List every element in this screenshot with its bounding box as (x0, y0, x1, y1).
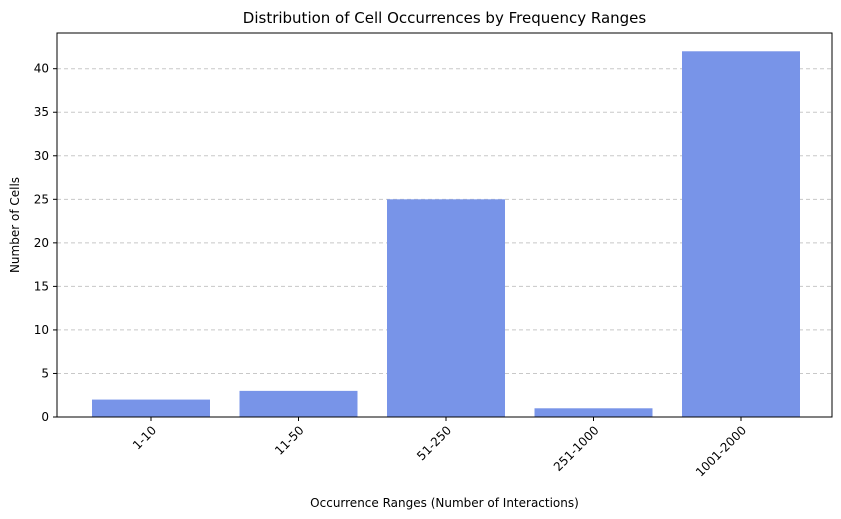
y-tick-label: 35 (34, 105, 49, 119)
y-tick-label: 20 (34, 236, 49, 250)
y-tick-label: 0 (41, 410, 49, 424)
y-tick-label: 5 (41, 366, 49, 380)
y-tick-label: 40 (34, 62, 49, 76)
y-axis: 0 5 10 15 20 25 30 35 40 (34, 62, 57, 424)
y-tick-label: 10 (34, 323, 49, 337)
x-tick-label: 251-1000 (551, 423, 602, 474)
bar-51-250 (387, 199, 505, 417)
y-tick-label: 30 (34, 149, 49, 163)
chart-title: Distribution of Cell Occurrences by Freq… (243, 9, 647, 27)
y-tick-label: 25 (34, 192, 49, 206)
x-tick-label: 11-50 (272, 423, 307, 458)
x-tick-label: 1001-2000 (693, 423, 749, 479)
x-tick-label: 1-10 (130, 423, 159, 452)
bar-1001-2000 (682, 51, 800, 418)
bar-1-10 (92, 399, 210, 417)
x-axis-label: Occurrence Ranges (Number of Interaction… (310, 496, 579, 510)
bars (92, 51, 800, 418)
y-tick-label: 15 (34, 279, 49, 293)
bar-251-1000 (534, 408, 653, 417)
y-axis-label: Number of Cells (8, 177, 22, 273)
plot-frame (56, 32, 833, 418)
bar-11-50 (239, 390, 358, 417)
x-tick-label: 51-250 (414, 423, 454, 463)
x-axis: 1-10 11-50 51-250 251-1000 1001-2000 (130, 417, 749, 479)
